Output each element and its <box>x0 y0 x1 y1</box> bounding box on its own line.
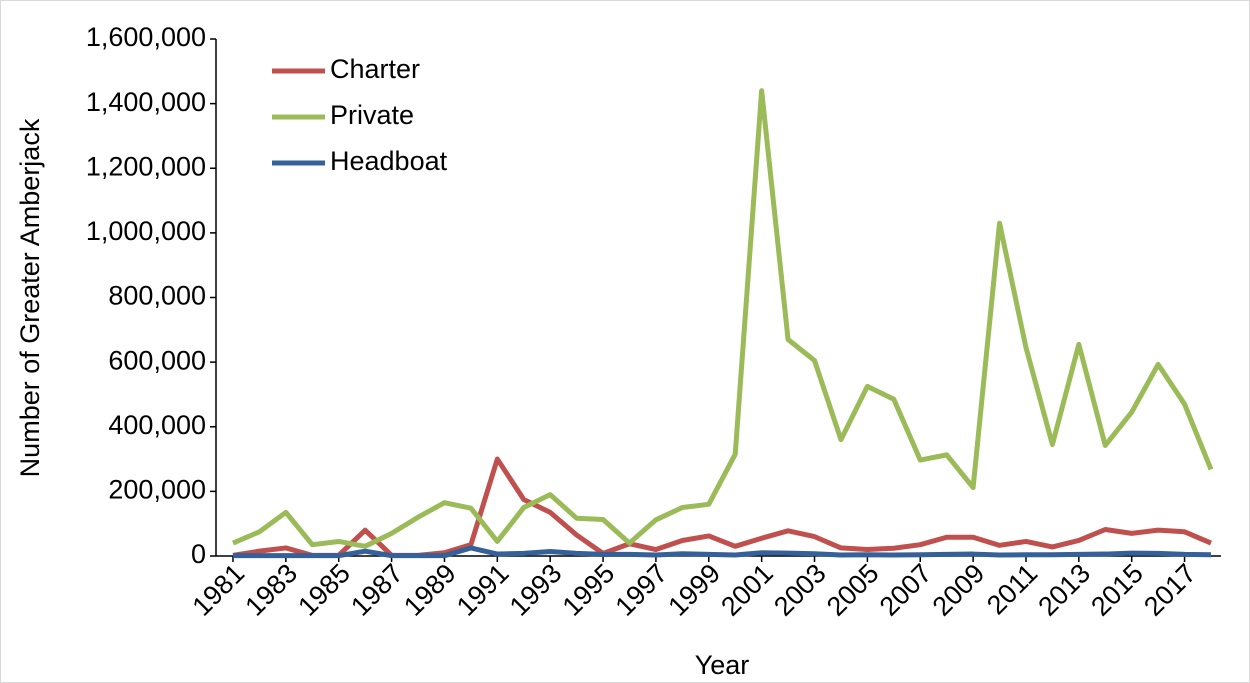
series-line <box>233 545 1212 559</box>
y-tick-label: 600,000 <box>108 345 206 375</box>
y-tick-label: 1,400,000 <box>86 87 206 117</box>
y-tick-label: 1,200,000 <box>86 151 206 181</box>
legend-label: Private <box>330 100 414 130</box>
x-axis-title: Year <box>695 650 750 680</box>
y-tick-label: 0 <box>191 539 206 569</box>
legend-label: Headboat <box>330 146 448 176</box>
y-tick-label: 1,000,000 <box>86 216 206 246</box>
y-axis-title: Number of Greater Amberjack <box>15 118 45 477</box>
y-tick-label: 400,000 <box>108 410 206 440</box>
series-line <box>232 88 1214 549</box>
legend-label: Charter <box>330 54 420 84</box>
y-tick-label: 200,000 <box>108 475 206 505</box>
y-tick-label: 1,600,000 <box>86 22 206 52</box>
y-tick-label: 800,000 <box>108 281 206 311</box>
